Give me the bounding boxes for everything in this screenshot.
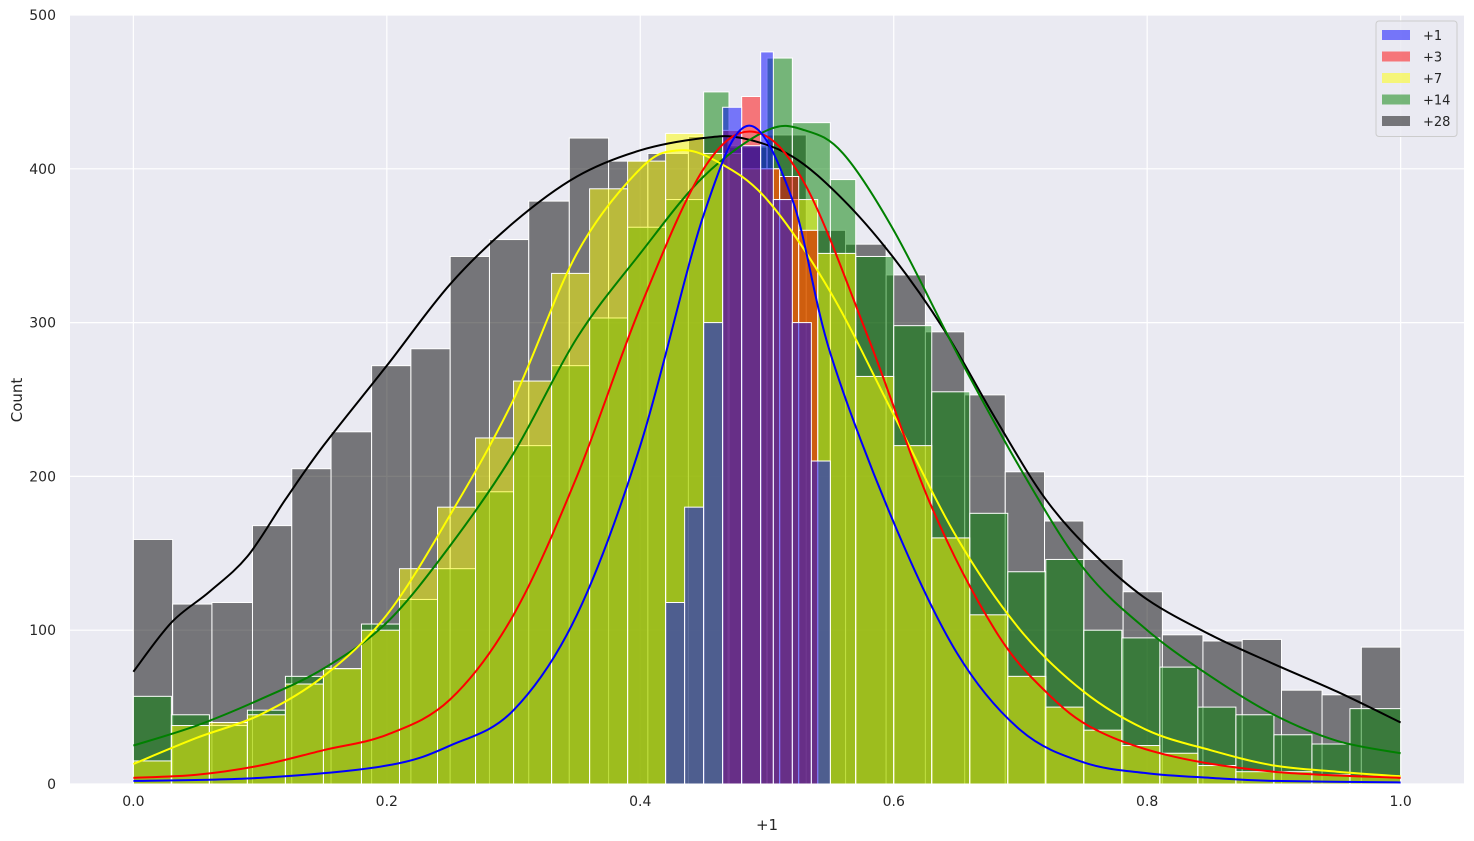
histogram-bar	[684, 506, 705, 785]
kde-line	[133, 124, 1401, 755]
histogram-bar	[741, 145, 762, 785]
kde-line	[132, 135, 1402, 724]
histogram-bars	[132, 51, 1402, 785]
y-tick-labels: 0 100 200 300 400 500	[29, 8, 56, 793]
y-tick-label: 500	[29, 8, 56, 24]
legend-label: +1	[1423, 29, 1442, 44]
x-tick-labels: 0.0 0.2 0.4 0.6 0.8 1.0	[122, 794, 1412, 810]
histogram-bar	[627, 160, 667, 785]
histogram-bar	[760, 51, 774, 785]
histogram-bar	[589, 188, 629, 785]
legend-label: +14	[1423, 94, 1450, 109]
histogram-bar	[360, 629, 400, 785]
y-tick-label: 300	[29, 316, 56, 332]
legend-label: +3	[1423, 51, 1442, 66]
histogram-bar	[208, 721, 248, 785]
x-tick-label: 0.0	[122, 794, 144, 810]
legend-swatch	[1382, 94, 1410, 105]
histogram-bar	[1007, 675, 1047, 785]
histogram-bar	[893, 445, 933, 785]
x-tick-label: 1.0	[1390, 794, 1412, 810]
histogram-bar	[246, 714, 286, 785]
legend-swatch	[1382, 73, 1410, 83]
legend-label: +7	[1423, 72, 1442, 87]
y-tick-label: 200	[29, 469, 56, 485]
histogram-bar	[810, 460, 831, 785]
x-tick-label: 0.2	[376, 794, 398, 810]
kde-line	[132, 149, 1401, 778]
histogram-bar	[855, 375, 895, 785]
series-bars	[665, 51, 831, 785]
histogram-bar	[703, 322, 724, 785]
kde-lines	[132, 124, 1402, 784]
histogram-bar	[772, 199, 793, 785]
legend: +1 +3 +7 +14 +28	[1375, 20, 1458, 137]
histogram-bar	[513, 380, 553, 785]
legend-swatch	[1382, 116, 1410, 126]
histogram-bar	[931, 537, 971, 785]
histogram-bar	[1197, 765, 1237, 785]
histogram-bar	[722, 106, 743, 785]
histogram-bar	[284, 683, 324, 785]
histogram-bar	[1235, 771, 1275, 785]
legend-swatch	[1382, 51, 1410, 62]
histogram-bar	[969, 614, 1009, 785]
histogram-bar	[791, 322, 812, 785]
y-tick-label: 0	[47, 777, 56, 793]
y-tick-label: 400	[29, 162, 56, 178]
x-axis-label: +1	[756, 816, 778, 834]
y-tick-label: 100	[29, 623, 56, 639]
legend-box	[1375, 20, 1458, 137]
kde-line	[133, 124, 1401, 784]
histogram-bar	[322, 668, 362, 785]
x-tick-label: 0.8	[1136, 794, 1158, 810]
legend-label: +28	[1423, 115, 1450, 130]
y-axis-label: Count	[8, 378, 26, 423]
histogram-bar	[665, 602, 686, 785]
histogram-bar	[398, 568, 439, 785]
histogram-bar	[551, 272, 591, 785]
legend-swatch	[1382, 30, 1410, 40]
x-tick-label: 0.4	[629, 794, 651, 810]
x-tick-label: 0.6	[883, 794, 905, 810]
